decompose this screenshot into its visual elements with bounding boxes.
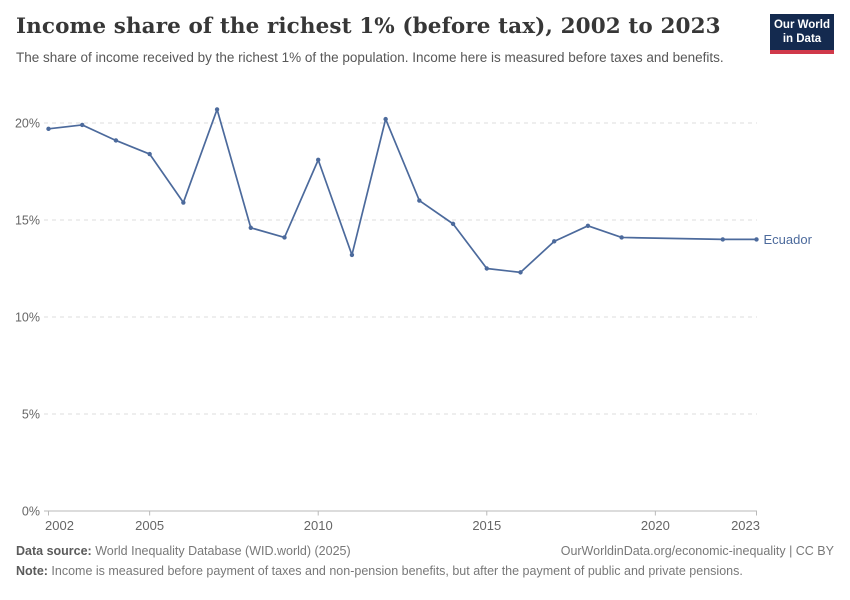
- data-source-label: Data source:: [16, 544, 92, 558]
- x-axis-tick-label: 2023: [731, 518, 760, 533]
- data-point[interactable]: [450, 221, 456, 227]
- data-source-text: Data source: World Inequality Database (…: [16, 544, 351, 558]
- owid-logo-line2: in Data: [782, 33, 822, 46]
- owid-logo-line1: Our World: [773, 19, 830, 31]
- chart-header: Income share of the richest 1% (before t…: [16, 14, 834, 68]
- data-point[interactable]: [754, 237, 759, 242]
- data-point[interactable]: [113, 138, 119, 143]
- data-point[interactable]: [214, 107, 220, 112]
- data-point[interactable]: [552, 239, 557, 244]
- data-point[interactable]: [417, 198, 422, 203]
- y-axis-tick-label: 10%: [15, 311, 40, 325]
- data-point[interactable]: [484, 266, 489, 271]
- data-point[interactable]: [181, 200, 186, 205]
- data-source-value: World Inequality Database (WID.world) (2…: [91, 544, 351, 558]
- x-axis-tick-label: 2015: [472, 518, 501, 533]
- data-point[interactable]: [316, 157, 321, 163]
- owid-logo[interactable]: Our World in Data: [770, 14, 834, 54]
- series-end-label[interactable]: Ecuador: [764, 232, 813, 247]
- y-axis-tick-label: 20%: [15, 117, 40, 131]
- y-axis-tick-label: 0%: [22, 505, 40, 519]
- data-point[interactable]: [80, 122, 85, 128]
- note-value: Income is measured before payment of tax…: [47, 564, 743, 578]
- data-point[interactable]: [46, 126, 51, 132]
- data-point[interactable]: [518, 270, 523, 275]
- page-title: Income share of the richest 1% (before t…: [16, 14, 721, 39]
- chart-subtitle: The share of income received by the rich…: [16, 50, 724, 65]
- data-point[interactable]: [720, 237, 725, 242]
- data-point[interactable]: [383, 116, 388, 122]
- x-axis-tick-label: 2010: [304, 518, 333, 533]
- note-label: Note:: [16, 564, 48, 578]
- trend-line[interactable]: [48, 108, 757, 274]
- y-axis-tick-label: 5%: [22, 408, 40, 422]
- y-axis-tick-label: 15%: [15, 214, 40, 228]
- x-axis-tick-label: 2002: [45, 518, 74, 533]
- data-point[interactable]: [349, 252, 355, 258]
- data-point[interactable]: [147, 151, 152, 157]
- data-point[interactable]: [248, 225, 253, 230]
- data-point[interactable]: [282, 235, 287, 240]
- chart-footer: Data source: World Inequality Database (…: [16, 544, 834, 578]
- attribution-link[interactable]: OurWorldinData.org/economic-inequality |…: [560, 544, 834, 558]
- note-text: Note: Income is measured before payment …: [16, 564, 834, 578]
- data-point[interactable]: [585, 223, 591, 229]
- x-axis-tick-label: 2020: [641, 518, 670, 533]
- x-axis-tick-label: 2005: [135, 518, 164, 533]
- data-point[interactable]: [619, 235, 624, 240]
